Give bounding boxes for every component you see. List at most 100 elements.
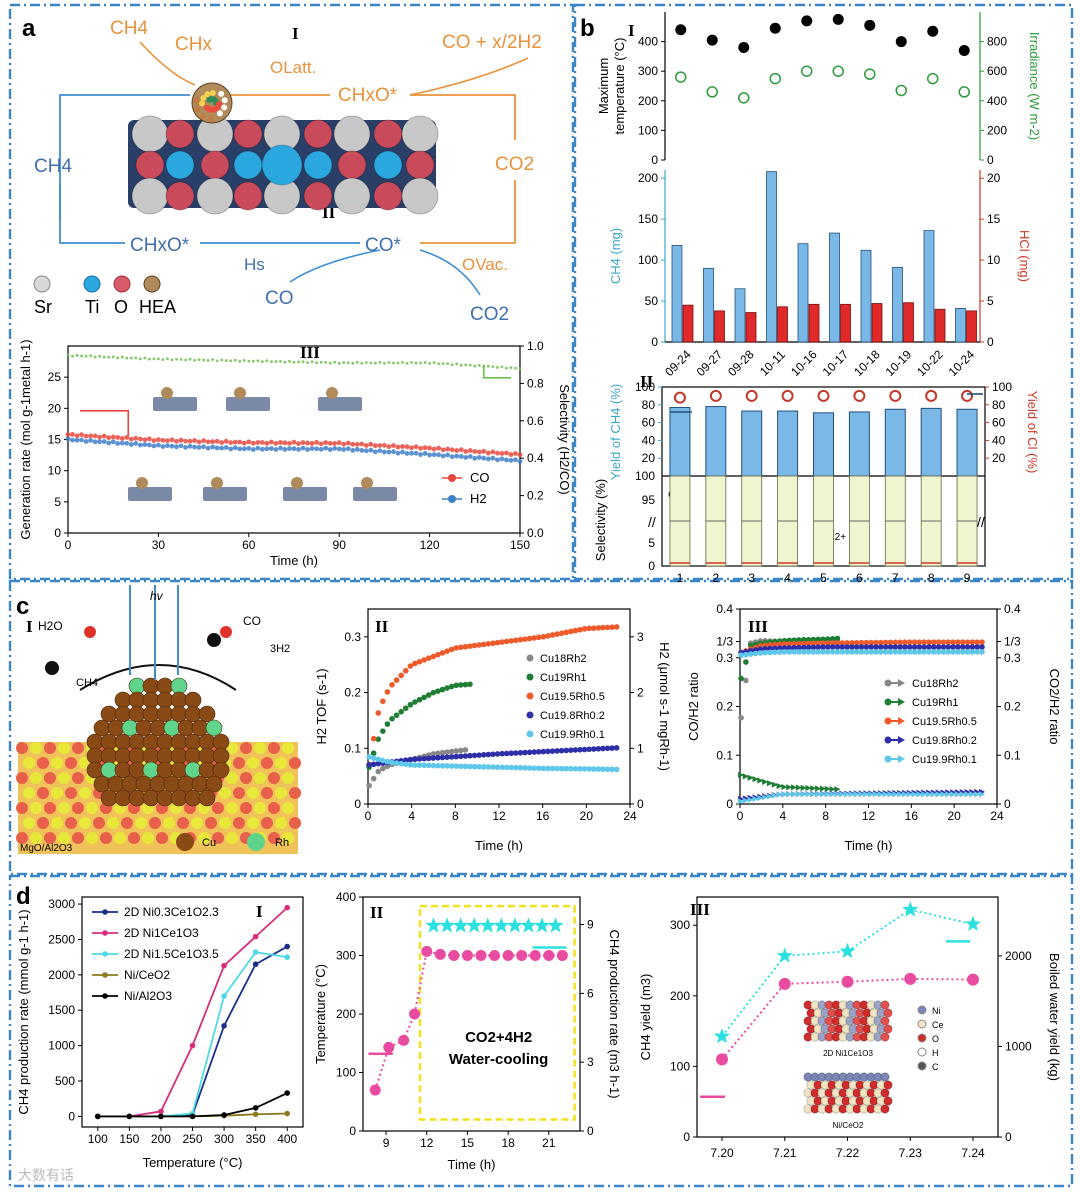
irradiance-point (832, 65, 844, 77)
co-h2-point (897, 649, 903, 655)
data-point (444, 763, 450, 769)
co2-h2-point (979, 791, 986, 798)
co-h2-point (829, 640, 836, 646)
frame-b (573, 3, 1074, 581)
label-chxo-bottom: CHxO* (130, 235, 190, 256)
ch4-bar (955, 308, 966, 343)
legend-marker (448, 474, 456, 482)
co-h2-point (849, 649, 855, 655)
co2-h2-point (800, 791, 807, 798)
co-h2-point (820, 636, 826, 643)
cu-atom (114, 691, 132, 709)
yield-bar (705, 406, 727, 477)
data-point (354, 447, 360, 452)
data-point (354, 441, 360, 447)
hea-atom (204, 91, 211, 98)
data-point (158, 1108, 164, 1115)
x-tick-label: 20 (580, 809, 594, 823)
y2-axis-label: Irradiance (W m-2) (1027, 32, 1042, 140)
co-h2-point (791, 649, 797, 655)
co-h2-point (820, 640, 826, 646)
co2-h2-point (786, 791, 793, 798)
x-tick-label: 7.21 (773, 1146, 797, 1160)
data-point (350, 448, 356, 453)
data-point (101, 439, 107, 444)
data-point (215, 359, 219, 363)
support-atom (282, 772, 294, 784)
co-h2-point (921, 649, 927, 655)
data-point (370, 761, 377, 768)
co2-h2-point (877, 791, 884, 798)
co-h2-point (873, 644, 879, 650)
temperature-point (769, 22, 781, 34)
data-point (404, 451, 410, 456)
co-h2-point (800, 644, 807, 651)
cu-atom (198, 761, 216, 779)
legend-marker (526, 673, 534, 681)
data-point (513, 764, 519, 771)
data-point (405, 361, 409, 365)
data-point (278, 445, 283, 451)
water-yield-star (713, 1028, 731, 1044)
inset-legend-icon (917, 1047, 927, 1057)
support-atom (65, 757, 77, 769)
co-h2-point (979, 639, 985, 645)
co-h2-point (926, 649, 932, 655)
data-point (366, 782, 372, 789)
data-point (332, 445, 338, 451)
co-h2-point (844, 644, 850, 650)
y-tick-label: 1500 (48, 1003, 75, 1017)
hcl-bar (777, 306, 788, 343)
co2-h2-point (901, 791, 908, 798)
y-tick-label: 3000 (48, 897, 75, 911)
data-point (237, 446, 243, 452)
y-tick-label: 200 (670, 989, 690, 1003)
data-point (233, 358, 237, 362)
data-point (183, 444, 188, 450)
cl-yield-point (781, 389, 794, 402)
lattice-atom (233, 119, 263, 149)
y-tick-label: 400 (987, 94, 1007, 108)
co-h2-point (829, 644, 836, 650)
inset-legend-entry: O (932, 1034, 939, 1044)
data-point (205, 439, 211, 445)
inset-atom (880, 1104, 890, 1114)
support-atom (16, 742, 28, 754)
co2-h2-point (834, 791, 841, 798)
co-h2-point (805, 644, 812, 651)
ch4-yield-point (841, 975, 854, 988)
data-point (455, 362, 459, 366)
x-tick-label: 7.20 (710, 1146, 734, 1160)
label-olatt: OLatt. (270, 58, 316, 77)
data-point (453, 645, 460, 651)
x-tick-label: 250 (182, 1132, 202, 1146)
hcl-bar (745, 312, 757, 343)
data-point (430, 751, 437, 757)
water-yield-star (902, 901, 919, 917)
inset-legend-icon (917, 1061, 927, 1071)
support-atom (289, 787, 301, 799)
data-point (301, 360, 305, 364)
data-point (273, 441, 279, 446)
data-point (568, 765, 574, 772)
data-point (368, 441, 374, 447)
co2-h2-point (824, 785, 831, 792)
data-point (514, 366, 517, 370)
data-point (115, 435, 121, 440)
co-h2-point (839, 640, 846, 646)
co-h2-point (935, 644, 942, 650)
y-axis-label: Temperature (°C) (313, 964, 328, 1064)
hea-atom (199, 113, 206, 120)
date-label: 10-17 (820, 347, 852, 379)
data-point (462, 747, 469, 753)
data-point (609, 624, 615, 630)
support-atom (107, 817, 119, 829)
ch4-arrow (139, 41, 196, 86)
inset-slab (283, 487, 327, 501)
data-point (232, 445, 238, 451)
cu-atom (142, 705, 160, 723)
inset-particle (326, 387, 338, 399)
x-tick-label: 7.24 (961, 1146, 985, 1160)
data-point (572, 627, 579, 634)
support-atom (240, 742, 252, 754)
